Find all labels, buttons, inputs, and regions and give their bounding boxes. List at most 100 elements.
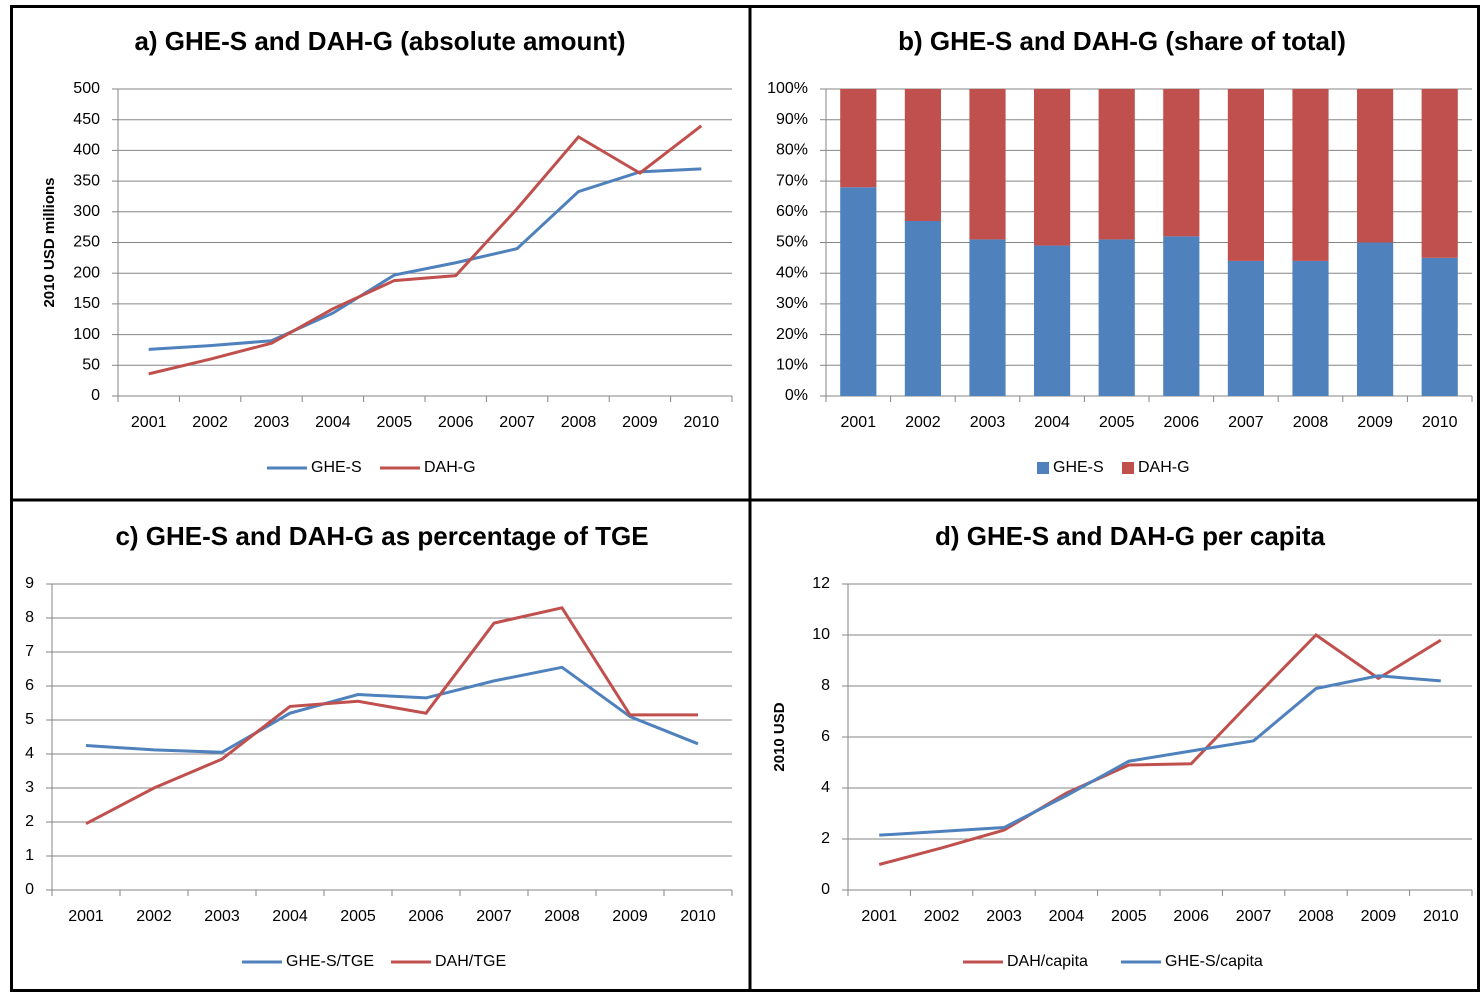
- y-tick-label: 80%: [776, 142, 808, 159]
- y-tick-label: 1: [25, 847, 34, 864]
- x-tick-label: 2002: [905, 414, 941, 431]
- y-tick-label: 5: [25, 711, 34, 728]
- legend-swatch: [1122, 462, 1134, 474]
- y-tick-label: 3: [25, 779, 34, 796]
- bar-segment: [1292, 89, 1329, 261]
- x-tick-label: 2008: [561, 414, 597, 431]
- y-tick-label: 6: [25, 677, 34, 694]
- bar-segment: [1163, 89, 1200, 237]
- x-tick-label: 2008: [544, 908, 580, 925]
- data-line: [85, 665, 699, 754]
- y-tick-label: 400: [73, 142, 100, 159]
- bar-segment: [1098, 89, 1135, 240]
- bar-segment: [1227, 89, 1264, 261]
- x-tick-label: 2008: [1298, 908, 1334, 925]
- x-tick-label: 2007: [1236, 908, 1272, 925]
- data-line: [148, 124, 703, 376]
- x-tick-label: 2007: [476, 908, 512, 925]
- y-tick-label: 9: [25, 575, 34, 592]
- x-tick-label: 2001: [68, 908, 104, 925]
- x-tick-label: 2004: [315, 414, 351, 431]
- x-tick-label: 2006: [1164, 414, 1200, 431]
- x-tick-label: 2001: [861, 908, 897, 925]
- y-tick-label: 0: [821, 881, 830, 898]
- x-tick-label: 2010: [680, 908, 716, 925]
- y-tick-label: 2: [821, 830, 830, 847]
- bar-segment: [1227, 260, 1264, 396]
- chart-title: a) GHE-S and DAH-G (absolute amount): [134, 26, 625, 56]
- bar-segment: [1163, 236, 1200, 396]
- x-tick-label: 2007: [1228, 414, 1264, 431]
- x-tick-label: 2004: [1049, 908, 1085, 925]
- y-tick-label: 20%: [776, 326, 808, 343]
- chart-title: d) GHE-S and DAH-G per capita: [935, 521, 1326, 551]
- y-axis-title: 2010 USD: [771, 702, 788, 771]
- bar-segment: [840, 187, 877, 396]
- x-tick-label: 2008: [1293, 414, 1329, 431]
- legend-label: DAH/TGE: [435, 953, 506, 970]
- y-tick-label: 40%: [776, 264, 808, 281]
- y-tick-label: 200: [73, 264, 100, 281]
- y-tick-label: 0%: [785, 387, 808, 404]
- chart-title: b) GHE-S and DAH-G (share of total): [898, 26, 1346, 56]
- bar-segment: [1098, 239, 1135, 396]
- y-tick-label: 50: [82, 357, 100, 374]
- x-tick-label: 2007: [499, 414, 535, 431]
- x-tick-label: 2003: [204, 908, 240, 925]
- legend-label: DAH/capita: [1007, 953, 1088, 970]
- legend-label: GHE-S: [311, 459, 362, 476]
- legend-label: GHE-S: [1053, 459, 1104, 476]
- y-tick-label: 10: [812, 626, 830, 643]
- data-line: [85, 606, 698, 826]
- x-tick-label: 2005: [1111, 908, 1147, 925]
- data-line: [148, 167, 702, 351]
- bar-segment: [1357, 242, 1394, 396]
- bar-segment: [1421, 89, 1458, 258]
- y-tick-label: 4: [25, 745, 34, 762]
- bar-segment: [969, 239, 1006, 396]
- x-tick-label: 2003: [254, 414, 290, 431]
- x-tick-label: 2009: [612, 908, 648, 925]
- x-tick-label: 2005: [377, 414, 413, 431]
- x-tick-label: 2002: [924, 908, 960, 925]
- legend-swatch: [1037, 462, 1049, 474]
- y-tick-label: 250: [73, 234, 100, 251]
- y-tick-label: 500: [73, 80, 100, 97]
- y-tick-label: 300: [73, 203, 100, 220]
- bar-segment: [904, 221, 941, 396]
- y-tick-label: 8: [25, 609, 34, 626]
- chart-title: c) GHE-S and DAH-G as percentage of TGE: [115, 521, 648, 551]
- x-tick-label: 2005: [1099, 414, 1135, 431]
- legend-label: GHE-S/TGE: [286, 953, 374, 970]
- y-tick-label: 50%: [776, 234, 808, 251]
- y-tick-label: 60%: [776, 203, 808, 220]
- bar-segment: [904, 89, 941, 222]
- x-tick-label: 2001: [841, 414, 877, 431]
- bar-segment: [969, 89, 1006, 240]
- y-tick-label: 350: [73, 172, 100, 189]
- x-tick-label: 2003: [970, 414, 1006, 431]
- x-tick-label: 2004: [272, 908, 308, 925]
- bar-segment: [1034, 89, 1071, 246]
- x-tick-label: 2009: [1361, 908, 1397, 925]
- x-tick-label: 2006: [408, 908, 444, 925]
- data-line: [878, 633, 1442, 866]
- x-tick-label: 2003: [986, 908, 1022, 925]
- y-tick-label: 6: [821, 728, 830, 745]
- y-tick-label: 90%: [776, 111, 808, 128]
- y-tick-label: 10%: [776, 357, 808, 374]
- bar-segment: [1292, 260, 1329, 396]
- y-tick-label: 4: [821, 779, 830, 796]
- y-tick-label: 450: [73, 111, 100, 128]
- x-tick-label: 2010: [1423, 908, 1459, 925]
- bar-segment: [1357, 89, 1394, 243]
- x-tick-label: 2010: [684, 414, 720, 431]
- y-tick-label: 30%: [776, 295, 808, 312]
- y-tick-label: 0: [25, 881, 34, 898]
- legend-label: GHE-S/capita: [1165, 953, 1263, 970]
- bar-segment: [1421, 257, 1458, 396]
- y-tick-label: 8: [821, 677, 830, 694]
- y-tick-label: 12: [812, 575, 830, 592]
- y-tick-label: 7: [25, 643, 34, 660]
- x-tick-label: 2009: [622, 414, 658, 431]
